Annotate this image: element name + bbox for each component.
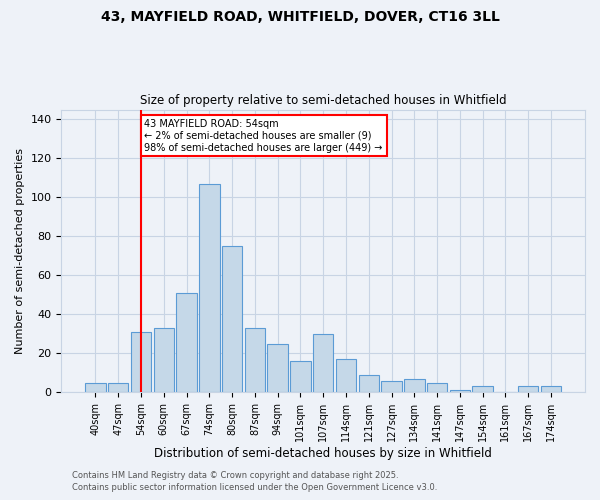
Bar [449,390,470,392]
Bar [518,386,538,392]
Bar [404,378,425,392]
Bar [222,246,242,392]
Bar [472,386,493,392]
Bar [359,375,379,392]
Text: 43, MAYFIELD ROAD, WHITFIELD, DOVER, CT16 3LL: 43, MAYFIELD ROAD, WHITFIELD, DOVER, CT1… [101,10,499,24]
X-axis label: Distribution of semi-detached houses by size in Whitfield: Distribution of semi-detached houses by … [154,447,492,460]
Bar [313,334,334,392]
Text: Contains HM Land Registry data © Crown copyright and database right 2025.
Contai: Contains HM Land Registry data © Crown c… [72,471,437,492]
Bar [290,361,311,392]
Bar [541,386,561,392]
Title: Size of property relative to semi-detached houses in Whitfield: Size of property relative to semi-detach… [140,94,506,107]
Bar [176,293,197,392]
Bar [245,328,265,392]
Y-axis label: Number of semi-detached properties: Number of semi-detached properties [15,148,25,354]
Bar [199,184,220,392]
Bar [131,332,151,392]
Text: 43 MAYFIELD ROAD: 54sqm
← 2% of semi-detached houses are smaller (9)
98% of semi: 43 MAYFIELD ROAD: 54sqm ← 2% of semi-det… [145,120,383,152]
Bar [108,382,128,392]
Bar [427,382,448,392]
Bar [381,380,402,392]
Bar [336,359,356,392]
Bar [85,382,106,392]
Bar [154,328,174,392]
Bar [268,344,288,392]
